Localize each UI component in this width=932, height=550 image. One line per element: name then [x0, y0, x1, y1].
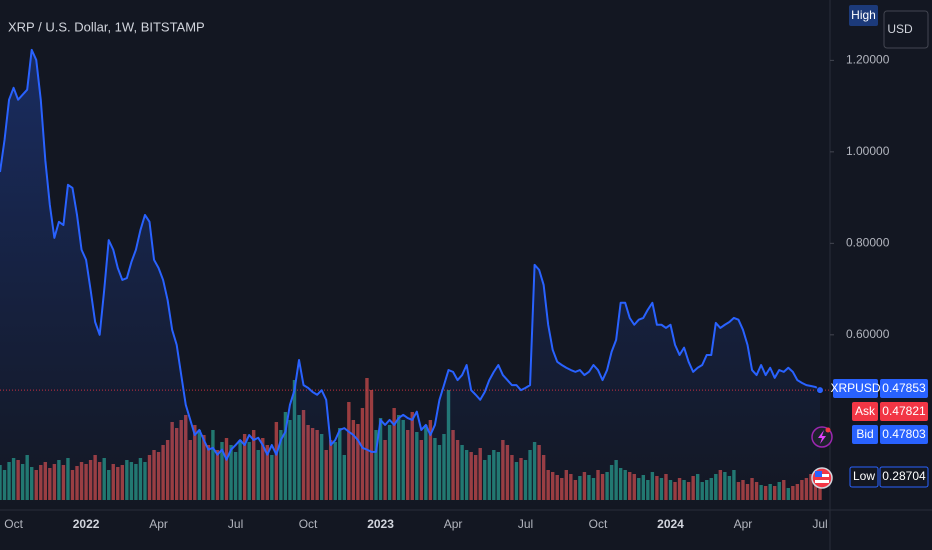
x-tick-label: Oct — [589, 517, 608, 531]
low-name: Low — [853, 469, 875, 483]
ask-name: Ask — [855, 404, 876, 418]
volume-bar — [369, 390, 374, 500]
bid-price: 0.47803 — [882, 427, 926, 441]
quote-price: 0.47853 — [882, 381, 926, 395]
bid-name: Bid — [856, 427, 873, 441]
y-tick-label: 1.00000 — [846, 144, 890, 158]
x-tick-label: Jul — [518, 517, 533, 531]
x-tick-label: 2023 — [367, 517, 394, 531]
x-tick-label: Jul — [812, 517, 827, 531]
event-icon-stripe — [815, 480, 829, 483]
currency-label[interactable]: USD — [887, 22, 913, 36]
x-tick-label: Apr — [444, 517, 463, 531]
low-price: 0.28704 — [882, 469, 926, 483]
currency-button[interactable] — [883, 10, 929, 49]
price-line — [0, 48, 821, 461]
ask-name-bg — [852, 402, 878, 421]
low-price-bg — [879, 466, 929, 488]
y-tick-label: 1.20000 — [846, 53, 890, 67]
bid-name-bg — [852, 425, 878, 444]
ask-price-bg — [880, 402, 928, 421]
high-badge: High — [851, 8, 876, 22]
axes-layer: 1.20000 1.00000 0.80000 0.60000 Oct 2022 Apr Ju… — [4, 53, 889, 532]
quote-name-bg — [833, 379, 878, 398]
x-tick-label: 2024 — [657, 517, 684, 531]
event-icon-canton — [815, 471, 822, 477]
alert-icon-dot — [825, 427, 831, 433]
chart-header: XRP / U.S. Dollar, 1W, BITSTAMP — [8, 19, 205, 34]
x-tick-label: Oct — [299, 517, 318, 531]
quote-price-bg — [880, 379, 928, 398]
price-area — [0, 49, 820, 511]
x-tick-label: Oct — [4, 517, 23, 531]
alert-icon-bolt — [818, 430, 826, 444]
y-tick-label: 0.80000 — [846, 236, 890, 250]
quote-name: XRPUSD — [830, 381, 880, 395]
ask-price: 0.47821 — [882, 404, 926, 418]
x-tick-label: Jul — [228, 517, 243, 531]
y-tick-label: 0.60000 — [846, 327, 890, 341]
x-tick-label: Apr — [149, 517, 168, 531]
bid-price-bg — [880, 425, 928, 444]
x-tick-label: Apr — [734, 517, 753, 531]
last-price-dot — [816, 386, 824, 395]
plot-layer — [0, 48, 830, 511]
high-badge-bg — [849, 5, 878, 26]
volume-bar — [365, 378, 369, 500]
x-tick-label: 2022 — [73, 517, 100, 531]
low-name-bg — [849, 466, 879, 488]
